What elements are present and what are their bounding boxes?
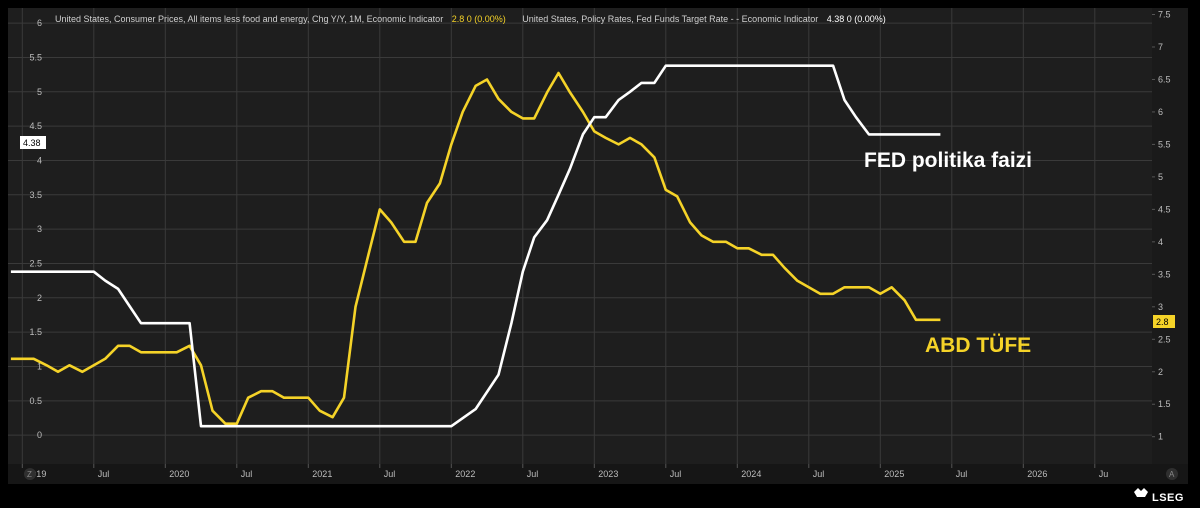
x-axis-right-marker[interactable]: A [1166, 468, 1178, 480]
x-tick-label: Jul [813, 469, 825, 479]
x-axis-left-marker[interactable]: Z [24, 468, 36, 480]
x-tick-label: 2019 [26, 469, 46, 479]
left-y-tick-label: 2 [37, 293, 42, 303]
horizontal-gridlines [8, 22, 1152, 436]
left-y-tick-label: 0.5 [29, 396, 42, 406]
brand-text: LSEG [1152, 492, 1184, 504]
x-tick-label: Jul [527, 469, 539, 479]
legend-cpi-value: 2.8 0 (0.00%) [452, 14, 506, 24]
x-tick-label: 2026 [1027, 469, 1047, 479]
right-y-tick-label: 2.5 [1158, 334, 1171, 344]
right-y-tick-label: 3.5 [1158, 269, 1171, 279]
right-y-tick-label: 5 [1158, 172, 1163, 182]
x-tick-label: 2021 [312, 469, 332, 479]
legend-fed-value: 4.38 0 (0.00%) [827, 14, 886, 24]
x-tick-label: Jul [98, 469, 110, 479]
lseg-logo-icon [1134, 488, 1148, 497]
legend: United States, Consumer Prices, All item… [55, 14, 886, 24]
x-tick-label: Jul [241, 469, 253, 479]
left-y-tick-label: 5.5 [29, 52, 42, 62]
x-tick-label: 2022 [455, 469, 475, 479]
x-axis-panel [8, 464, 1188, 484]
x-axis: 2019 Jul 2020 Jul 2021 Jul 2022 Jul 2023 Jul 2024 J… [21, 464, 1109, 479]
left-y-tick-label: 3.5 [29, 190, 42, 200]
vertical-gridlines [21, 8, 1096, 464]
lseg-logo: LSEG [1134, 488, 1184, 504]
right-y-tick-label: 1 [1158, 432, 1163, 442]
legend-fed-label: United States, Policy Rates, Fed Funds T… [522, 14, 818, 24]
x-axis-left-marker-text: Z [27, 470, 32, 479]
x-axis-right-marker-text: A [1169, 470, 1175, 479]
x-tick-label: 2023 [598, 469, 618, 479]
plot-area [8, 8, 1152, 464]
x-tick-label: Jul [384, 469, 396, 479]
left-y-tick-label: 6 [37, 18, 42, 28]
left-y-tick-label: 5 [37, 87, 42, 97]
right-y-axis: 1 1.5 2 2.5 3 3.5 4 4.5 5 5.5 6 6.5 7 7.5 [1152, 9, 1171, 442]
x-tick-label: Jul [956, 469, 968, 479]
x-tick-label: Jul [670, 469, 682, 479]
right-y-tick-label: 5.5 [1158, 139, 1171, 149]
right-y-tick-label: 1.5 [1158, 399, 1171, 409]
left-y-tick-label: 1.5 [29, 327, 42, 337]
legend-cpi-label: United States, Consumer Prices, All item… [55, 14, 443, 24]
left-value-badge: 4.38 [20, 136, 46, 149]
x-tick-label: 2024 [741, 469, 761, 479]
fed-rate-series-line [10, 64, 941, 428]
right-y-tick-label: 4 [1158, 237, 1163, 247]
right-y-tick-label: 4.5 [1158, 204, 1171, 214]
x-tick-label: 2025 [884, 469, 904, 479]
left-y-tick-label: 1 [37, 361, 42, 371]
right-axis-panel [1152, 8, 1188, 464]
right-y-tick-label: 7.5 [1158, 9, 1171, 19]
left-y-tick-label: 2.5 [29, 258, 42, 268]
cpi-series-line [10, 71, 941, 425]
left-value-badge-text: 4.38 [23, 138, 41, 148]
fed-annotation: FED politika faizi [864, 149, 1032, 172]
left-y-tick-label: 4 [37, 155, 42, 165]
left-y-axis: 0 0.5 1 1.5 2 2.5 3 3.5 4 4.5 5 5.5 6 [29, 18, 42, 440]
left-y-tick-label: 3 [37, 224, 42, 234]
right-y-tick-label: 3 [1158, 302, 1163, 312]
x-tick-label: Ju [1099, 469, 1109, 479]
series-lines [10, 64, 941, 428]
left-y-tick-label: 0 [37, 430, 42, 440]
right-y-tick-label: 7 [1158, 42, 1163, 52]
right-value-badge-text: 2.8 [1156, 317, 1169, 327]
cpi-annotation: ABD TÜFE [925, 334, 1031, 357]
right-y-tick-label: 6.5 [1158, 74, 1171, 84]
right-y-tick-label: 2 [1158, 367, 1163, 377]
right-value-badge: 2.8 [1153, 315, 1175, 328]
right-y-tick-label: 6 [1158, 107, 1163, 117]
x-tick-label: 2020 [169, 469, 189, 479]
left-y-tick-label: 4.5 [29, 121, 42, 131]
